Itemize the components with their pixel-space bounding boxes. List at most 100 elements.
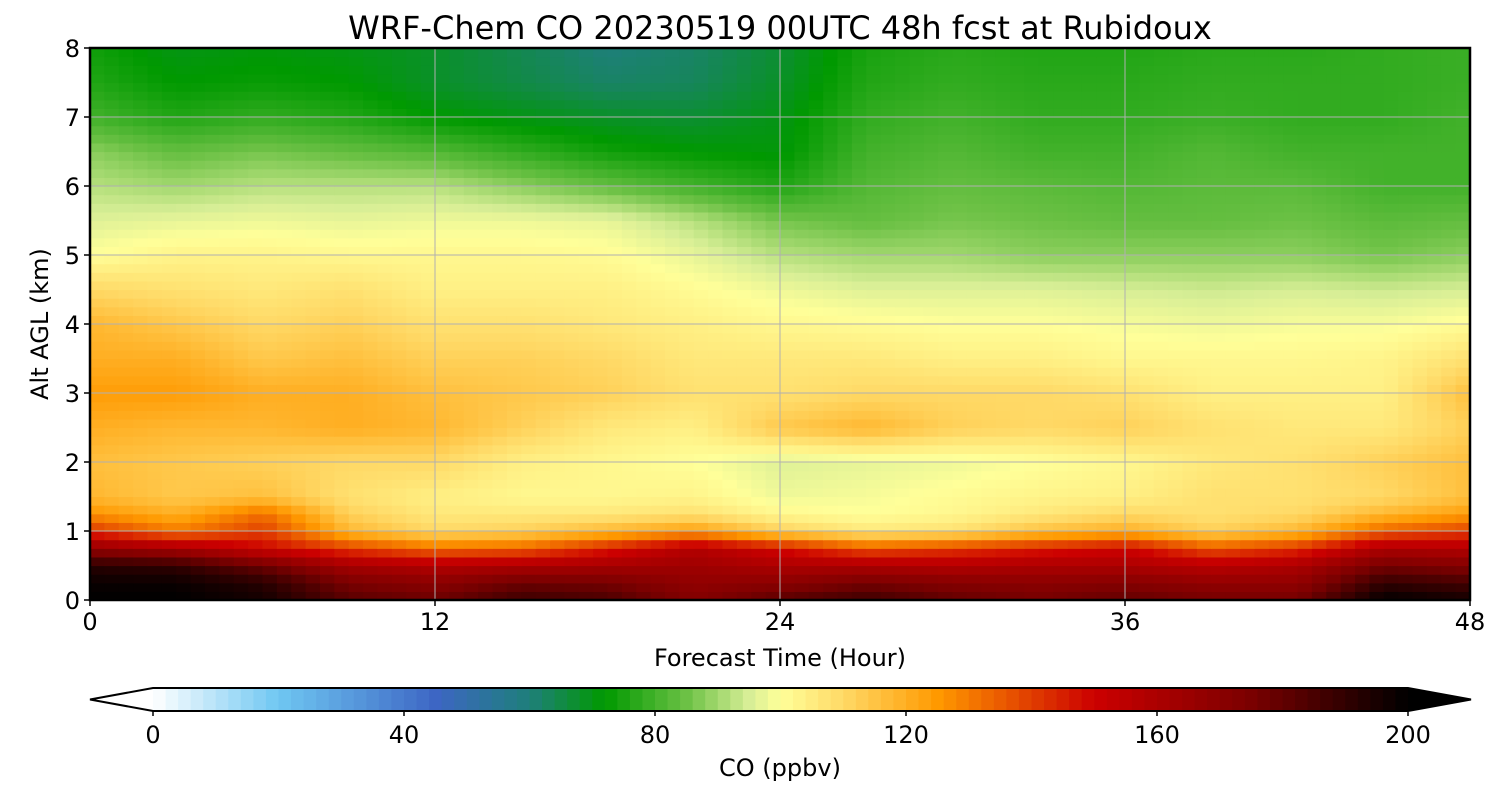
heat-cell [593, 349, 609, 360]
heat-cell [248, 151, 264, 161]
heat-cell [492, 341, 508, 351]
heat-cell [1196, 487, 1212, 498]
heat-cell [176, 548, 192, 558]
heat-cell [406, 496, 422, 506]
heat-cell [1139, 505, 1155, 515]
heat-cell [1412, 548, 1428, 558]
heat-cell [1355, 427, 1370, 437]
heat-cell [966, 220, 982, 230]
heat-cell [1369, 401, 1385, 411]
heat-cell [708, 298, 724, 308]
heat-cell [1053, 332, 1069, 342]
heat-cell [1311, 332, 1327, 342]
heat-cell [1268, 177, 1284, 187]
heat-cell [794, 418, 810, 429]
heat-cell [535, 539, 551, 549]
heat-cell [1340, 531, 1356, 541]
heat-cell [736, 410, 752, 420]
heat-cell [1283, 393, 1299, 403]
heat-cell [348, 332, 364, 342]
heat-cell [837, 513, 853, 523]
heat-cell [636, 531, 652, 541]
heat-cell [463, 427, 479, 437]
heat-cell [1383, 237, 1399, 247]
heat-cell [420, 229, 436, 239]
heat-cell [363, 186, 379, 196]
heat-cell [1340, 470, 1356, 480]
heat-cell [593, 548, 609, 558]
heat-cell [1225, 151, 1241, 161]
heat-cell [118, 393, 134, 403]
heat-cell [1196, 203, 1212, 213]
heat-cell [808, 168, 824, 178]
heat-cell [391, 496, 407, 506]
heat-cell [923, 401, 939, 411]
heat-cell [1326, 487, 1342, 498]
heat-cell [966, 237, 982, 247]
heat-cell [564, 220, 580, 230]
heat-cell [1268, 513, 1284, 523]
heat-cell [938, 427, 954, 437]
heat-cell [1125, 522, 1140, 532]
heat-cell [104, 263, 120, 273]
heat-cell [736, 556, 752, 567]
heat-cell [104, 349, 120, 360]
heat-cell [665, 349, 680, 360]
heat-cell [1268, 349, 1284, 360]
heat-cell [708, 522, 724, 532]
heat-cell [1096, 315, 1112, 325]
heat-cell [118, 306, 134, 316]
heat-cell [564, 539, 580, 549]
heat-cell [506, 462, 522, 472]
heat-cell [1024, 255, 1040, 265]
heat-cell [391, 401, 407, 411]
heat-cell [104, 462, 120, 472]
heat-cell [1355, 565, 1370, 575]
heat-cell [679, 358, 695, 368]
heat-cell [1326, 151, 1342, 161]
heat-cell [1240, 539, 1255, 549]
heat-cell [377, 280, 393, 291]
heat-cell [1096, 263, 1112, 273]
heat-cell [1182, 194, 1198, 204]
heat-cell [866, 496, 882, 506]
heat-cell [650, 246, 666, 256]
heat-cell [377, 401, 393, 411]
heat-cell [995, 160, 1011, 170]
heat-cell [176, 462, 192, 472]
heat-cell [1240, 332, 1255, 342]
heat-cell [1125, 298, 1140, 308]
heat-cell [1412, 255, 1428, 265]
heat-cell [1110, 186, 1126, 196]
heat-cell [449, 496, 465, 506]
heat-cell [794, 531, 810, 541]
heat-cell [406, 453, 422, 463]
heat-cell [276, 565, 292, 575]
heat-cell [1067, 315, 1083, 325]
heat-cell [1182, 418, 1198, 429]
heat-cell [535, 255, 551, 265]
heat-cell [1412, 324, 1428, 334]
heat-cell [1283, 246, 1299, 256]
heat-cell [506, 574, 522, 584]
heat-cell [636, 315, 652, 325]
heat-cell [1340, 272, 1356, 282]
heat-cell [248, 255, 264, 265]
heat-cell [866, 255, 882, 265]
heat-cell [880, 513, 896, 523]
heat-cell [1311, 479, 1327, 489]
heat-cell [1153, 341, 1169, 351]
heat-cell [90, 306, 105, 316]
heat-cell [334, 591, 350, 600]
heat-cell [104, 306, 120, 316]
heat-cell [1311, 203, 1327, 213]
heat-cell [1024, 272, 1040, 282]
heat-cell [363, 462, 379, 472]
heat-cell [1010, 574, 1025, 584]
heat-cell [1110, 349, 1126, 360]
heat-cell [1369, 418, 1385, 429]
heat-cell [248, 548, 264, 558]
heat-cell [952, 548, 968, 558]
heat-cell [593, 591, 609, 600]
heat-cell [765, 427, 781, 437]
